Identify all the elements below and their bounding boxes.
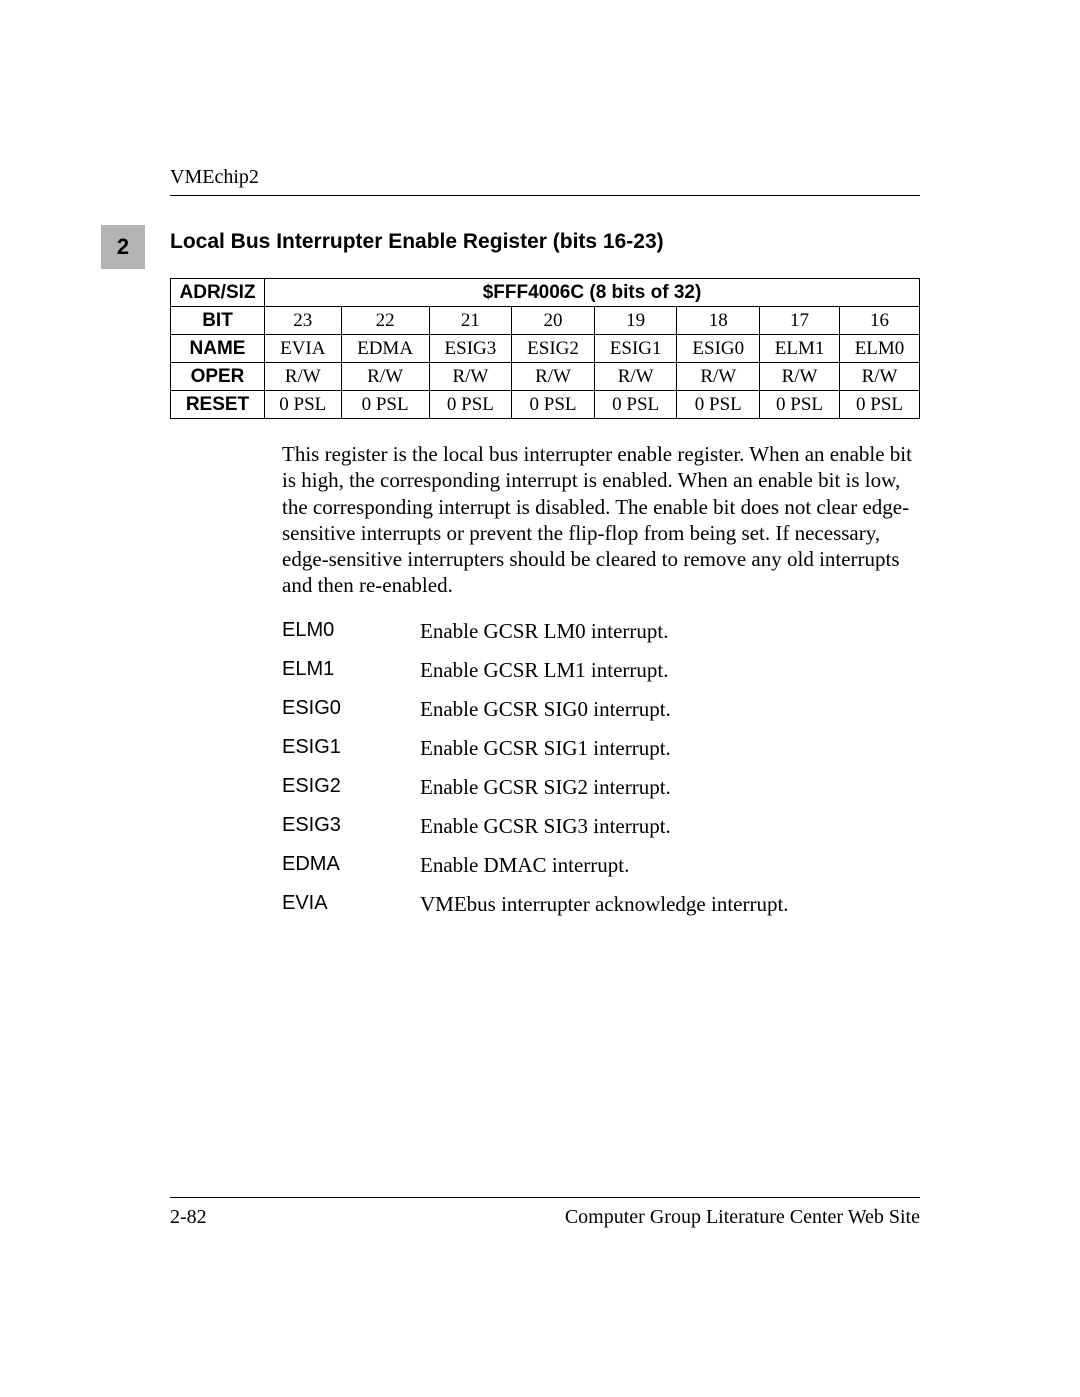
def-text: VMEbus interrupter acknowledge interrupt… [420,892,920,917]
content-block: This register is the local bus interrupt… [282,441,920,917]
bit-cell: 18 [677,307,760,335]
def-text: Enable GCSR SIG3 interrupt. [420,814,920,839]
def-term: ESIG3 [282,814,420,839]
name-cell: EVIA [265,335,342,363]
chapter-number: 2 [117,234,129,260]
oper-cell: R/W [840,363,920,391]
chapter-tab: 2 [101,225,145,269]
def-term: ELM1 [282,658,420,683]
reset-cell: 0 PSL [760,391,840,419]
oper-cell: R/W [760,363,840,391]
oper-cell: R/W [341,363,429,391]
label-oper: OPER [171,363,265,391]
def-term: ELM0 [282,619,420,644]
def-text: Enable GCSR SIG1 interrupt. [420,736,920,761]
reset-cell: 0 PSL [341,391,429,419]
def-term: ESIG0 [282,697,420,722]
register-table: ADR/SIZ $FFF4006C (8 bits of 32) BIT 23 … [170,278,920,419]
table-row-adrsiz: ADR/SIZ $FFF4006C (8 bits of 32) [171,279,920,307]
oper-cell: R/W [677,363,760,391]
def-term: EVIA [282,892,420,917]
definition-list: ELM0 Enable GCSR LM0 interrupt. ELM1 Ena… [282,619,920,917]
label-bit: BIT [171,307,265,335]
table-row-name: NAME EVIA EDMA ESIG3 ESIG2 ESIG1 ESIG0 E… [171,335,920,363]
name-cell: ESIG3 [429,335,512,363]
def-text: Enable DMAC interrupt. [420,853,920,878]
running-head: VMEchip2 [170,166,920,189]
reset-cell: 0 PSL [429,391,512,419]
table-row-bit: BIT 23 22 21 20 19 18 17 16 [171,307,920,335]
name-cell: ELM1 [760,335,840,363]
reset-cell: 0 PSL [512,391,595,419]
bit-cell: 20 [512,307,595,335]
name-cell: EDMA [341,335,429,363]
footer-row: 2-82 Computer Group Literature Center We… [170,1206,920,1229]
page-footer: 2-82 Computer Group Literature Center We… [170,1197,920,1229]
def-text: Enable GCSR SIG2 interrupt. [420,775,920,800]
bit-cell: 19 [594,307,677,335]
bit-cell: 16 [840,307,920,335]
bottom-rule [170,1197,920,1198]
bit-cell: 22 [341,307,429,335]
oper-cell: R/W [512,363,595,391]
bit-cell: 23 [265,307,342,335]
table-row-reset: RESET 0 PSL 0 PSL 0 PSL 0 PSL 0 PSL 0 PS… [171,391,920,419]
page-number: 2-82 [170,1206,207,1229]
label-reset: RESET [171,391,265,419]
reset-cell: 0 PSL [265,391,342,419]
bit-cell: 21 [429,307,512,335]
register-description: This register is the local bus interrupt… [282,441,920,599]
bit-cell: 17 [760,307,840,335]
def-text: Enable GCSR LM0 interrupt. [420,619,920,644]
table-row-oper: OPER R/W R/W R/W R/W R/W R/W R/W R/W [171,363,920,391]
name-cell: ESIG1 [594,335,677,363]
def-term: EDMA [282,853,420,878]
name-cell: ELM0 [840,335,920,363]
def-text: Enable GCSR SIG0 interrupt. [420,697,920,722]
oper-cell: R/W [265,363,342,391]
def-text: Enable GCSR LM1 interrupt. [420,658,920,683]
name-cell: ESIG2 [512,335,595,363]
name-cell: ESIG0 [677,335,760,363]
reset-cell: 0 PSL [840,391,920,419]
def-term: ESIG2 [282,775,420,800]
reset-cell: 0 PSL [677,391,760,419]
def-term: ESIG1 [282,736,420,761]
oper-cell: R/W [429,363,512,391]
footer-site-text: Computer Group Literature Center Web Sit… [565,1206,920,1229]
page-body: VMEchip2 Local Bus Interrupter Enable Re… [170,166,920,917]
value-adrsiz: $FFF4006C (8 bits of 32) [265,279,920,307]
label-adrsiz: ADR/SIZ [171,279,265,307]
oper-cell: R/W [594,363,677,391]
label-name: NAME [171,335,265,363]
section-title: Local Bus Interrupter Enable Register (b… [170,230,920,254]
reset-cell: 0 PSL [594,391,677,419]
top-rule [170,195,920,196]
